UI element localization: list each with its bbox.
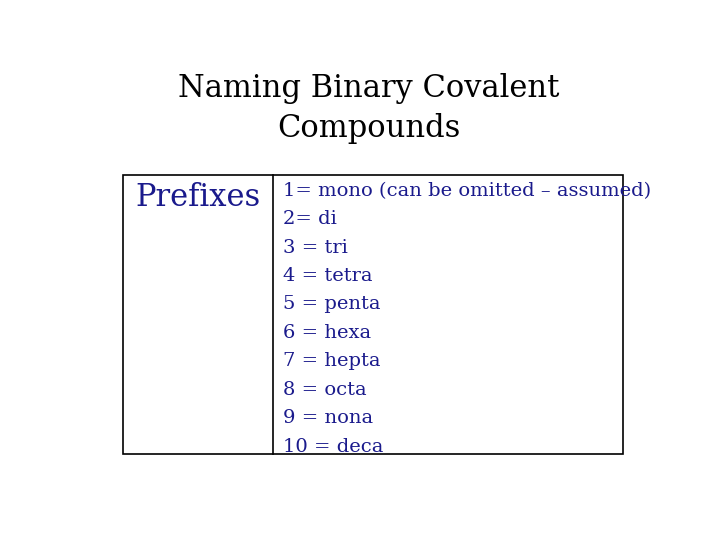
Bar: [124, 175, 623, 454]
Text: Prefixes: Prefixes: [136, 183, 261, 213]
Text: 6 = hexa: 6 = hexa: [284, 324, 372, 342]
Text: Naming Binary Covalent
Compounds: Naming Binary Covalent Compounds: [179, 73, 559, 144]
Text: 3 = tri: 3 = tri: [284, 239, 348, 256]
Text: 8 = octa: 8 = octa: [284, 381, 367, 399]
Text: 9 = nona: 9 = nona: [284, 409, 374, 427]
Text: 1= mono (can be omitted – assumed): 1= mono (can be omitted – assumed): [284, 182, 652, 200]
Text: 10 = deca: 10 = deca: [284, 437, 384, 456]
Text: 2= di: 2= di: [284, 210, 337, 228]
Text: 7 = hepta: 7 = hepta: [284, 352, 381, 370]
Text: 5 = penta: 5 = penta: [284, 295, 381, 313]
Text: 4 = tetra: 4 = tetra: [284, 267, 373, 285]
